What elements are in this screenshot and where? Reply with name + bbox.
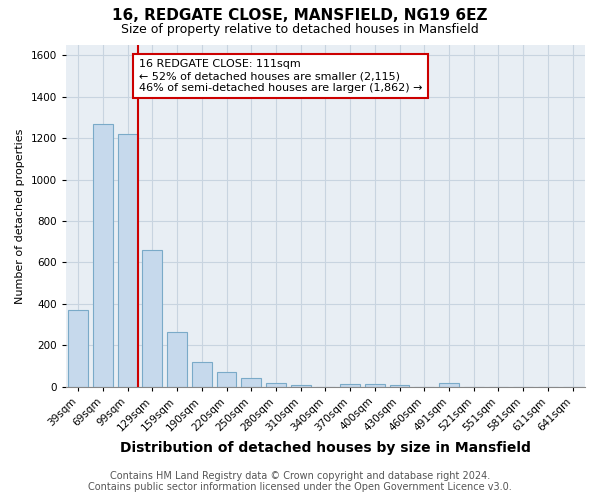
Text: Contains HM Land Registry data © Crown copyright and database right 2024.
Contai: Contains HM Land Registry data © Crown c…	[88, 471, 512, 492]
Bar	[167, 332, 187, 387]
Bar	[241, 378, 261, 387]
Bar	[68, 310, 88, 387]
Bar	[266, 382, 286, 387]
X-axis label: Distribution of detached houses by size in Mansfield: Distribution of detached houses by size …	[120, 441, 531, 455]
Bar	[93, 124, 113, 387]
Bar	[118, 134, 137, 387]
Bar	[192, 362, 212, 387]
Bar	[439, 382, 459, 387]
Bar	[291, 384, 311, 387]
Text: Size of property relative to detached houses in Mansfield: Size of property relative to detached ho…	[121, 22, 479, 36]
Y-axis label: Number of detached properties: Number of detached properties	[15, 128, 25, 304]
Bar	[217, 372, 236, 387]
Bar	[142, 250, 162, 387]
Text: 16 REDGATE CLOSE: 111sqm
← 52% of detached houses are smaller (2,115)
46% of sem: 16 REDGATE CLOSE: 111sqm ← 52% of detach…	[139, 60, 422, 92]
Text: 16, REDGATE CLOSE, MANSFIELD, NG19 6EZ: 16, REDGATE CLOSE, MANSFIELD, NG19 6EZ	[112, 8, 488, 22]
Bar	[389, 384, 409, 387]
Bar	[340, 384, 360, 387]
Bar	[365, 384, 385, 387]
